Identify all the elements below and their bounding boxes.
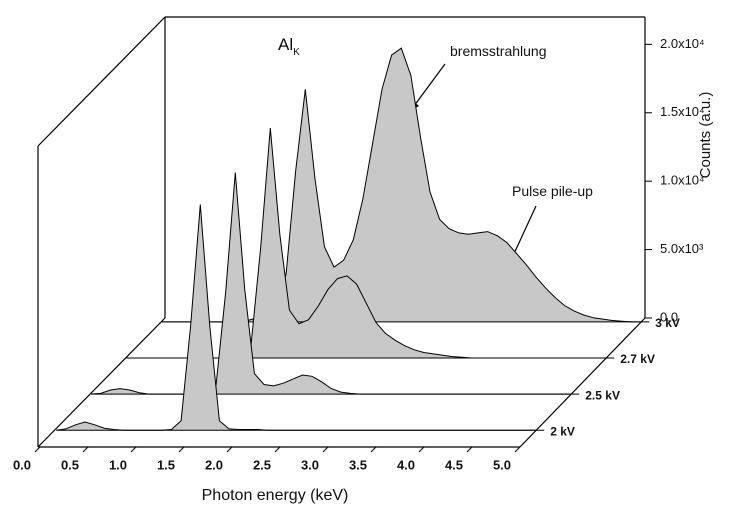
x-tick-label: 1.5 [157, 457, 175, 472]
annotation-subscript: K [293, 47, 300, 58]
x-tick [274, 446, 281, 453]
frame [37, 16, 646, 448]
x-tick-label: 3.5 [349, 457, 367, 472]
top-left-edge [37, 16, 166, 147]
annotation: bremsstrahlung [450, 43, 547, 59]
area-fill [161, 48, 642, 322]
series-label: 3 kV [655, 316, 680, 330]
y-axis-title: Counts (a.u.) [697, 92, 714, 179]
spectrum-line [91, 172, 572, 395]
z-axis [519, 317, 646, 448]
x-tick [370, 446, 377, 453]
series-label: 2.7 kV [620, 352, 655, 366]
arrow [511, 205, 537, 259]
x-tick-label: 2.0 [205, 457, 223, 472]
x-tick [322, 446, 329, 453]
annotation: Pulse pile-up [512, 183, 593, 199]
x-tick [466, 446, 473, 453]
x-tick-label: 4.5 [445, 457, 463, 472]
x-tick [226, 446, 233, 453]
annotation-text: Pulse pile-up [512, 183, 593, 199]
y-tick-label: 1.0x10⁴ [660, 173, 705, 188]
annotation-text: Al [278, 35, 293, 54]
x-tick [130, 446, 137, 453]
series-group: 3 kV 2.7 kV 2.5 kV 2 kV [56, 47, 680, 438]
x-tick-label: 4.0 [397, 457, 415, 472]
series-label: 2 kV [550, 424, 575, 438]
series-label: 2.5 kV [585, 388, 620, 402]
x-tick-label: 3.0 [301, 457, 319, 472]
x-tick [34, 446, 41, 453]
annotation: AlK [278, 35, 300, 57]
x-tick [514, 446, 521, 453]
x-tick-label: 0.0 [13, 457, 31, 472]
annotation-text: bremsstrahlung [450, 43, 547, 59]
x-tick [82, 446, 89, 453]
x-tick-label: 0.5 [61, 457, 79, 472]
y-tick-label: 2.0x10⁴ [660, 36, 705, 51]
x-tick-label: 2.5 [253, 457, 271, 472]
arrow [413, 63, 446, 107]
y-tick-label: 1.5x10⁴ [660, 104, 705, 119]
x-tick-label: 5.0 [493, 457, 511, 472]
spectrum-line [56, 204, 537, 431]
x-tick [178, 446, 185, 453]
x-tick [418, 446, 425, 453]
x-tick-label: 1.0 [109, 457, 127, 472]
x-axis-title: Photon energy (keV) [202, 487, 349, 504]
y-tick-label: 5.0x10³ [660, 241, 704, 256]
area-fill [126, 128, 607, 358]
floor-left-edge [37, 317, 166, 448]
y-tick-label: 0.0 [660, 309, 678, 324]
